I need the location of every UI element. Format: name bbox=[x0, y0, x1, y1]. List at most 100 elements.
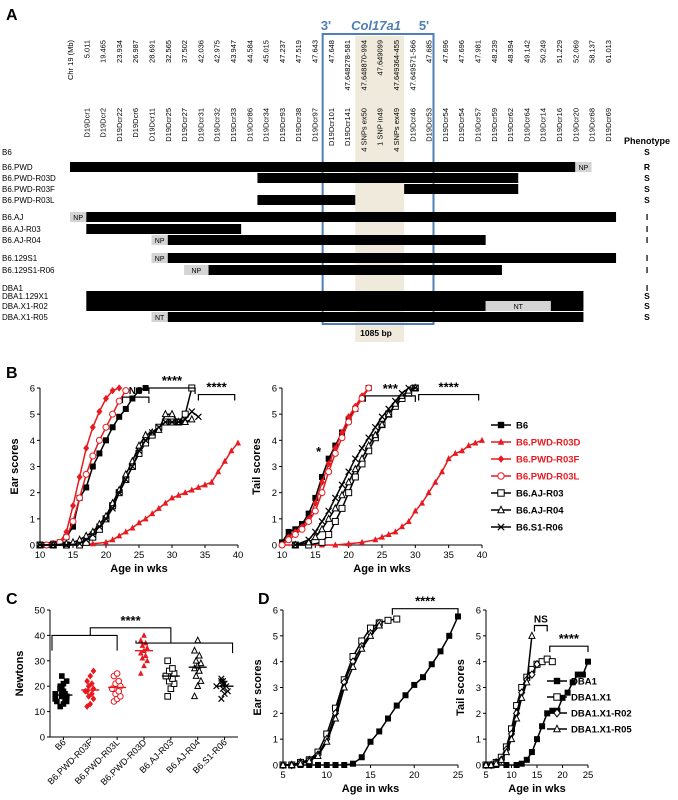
data-point bbox=[278, 541, 286, 549]
marker-mb-label: 47.981 bbox=[474, 40, 483, 63]
y-tick-label: 2 bbox=[30, 488, 35, 499]
haplotype-bar bbox=[257, 195, 356, 205]
marker-name-label: D19Dcr57 bbox=[474, 108, 483, 142]
data-point bbox=[350, 760, 356, 767]
strain-phenotype: S bbox=[644, 147, 650, 157]
data-point bbox=[83, 444, 90, 452]
data-point bbox=[287, 760, 296, 768]
haplotype-bar bbox=[167, 312, 584, 322]
data-point bbox=[149, 510, 156, 517]
significance-label: *** bbox=[383, 381, 399, 396]
significance-bracket bbox=[418, 393, 480, 401]
data-point bbox=[139, 654, 146, 661]
data-point bbox=[357, 644, 366, 652]
legend-label: DBA1.X1-R05 bbox=[571, 725, 632, 736]
data-point bbox=[188, 408, 196, 415]
significance-label: NS bbox=[534, 615, 548, 626]
y-tick-label: 4 bbox=[273, 657, 278, 668]
data-point bbox=[138, 649, 144, 656]
data-point bbox=[325, 468, 333, 476]
marker-mb-label: 47.648278-581 bbox=[343, 40, 352, 90]
data-point bbox=[57, 703, 64, 710]
data-point bbox=[168, 418, 176, 426]
data-point bbox=[487, 760, 495, 768]
x-tick-label: 10 bbox=[277, 550, 288, 561]
y-tick-label: 1 bbox=[476, 735, 481, 746]
data-point bbox=[452, 449, 459, 456]
x-tick-label: 35 bbox=[200, 550, 211, 561]
np-segment bbox=[575, 162, 592, 172]
data-point bbox=[95, 436, 103, 444]
data-point bbox=[393, 615, 401, 623]
marker-labels: Chr 19 (Mb) 5.011 D19Dcr1 19.465 D19Dcr2 23.9… bbox=[66, 40, 613, 152]
strain-label: DBA.X1-R05 bbox=[2, 313, 48, 322]
data-point bbox=[579, 671, 586, 678]
data-point bbox=[148, 429, 156, 436]
data-point bbox=[331, 449, 339, 457]
data-point bbox=[425, 489, 432, 496]
marker-name-label: 1 SNP in49 bbox=[376, 108, 385, 146]
data-point bbox=[36, 541, 44, 549]
marker-mb-label: 58.137 bbox=[588, 40, 597, 63]
strain-label: B6.AJ-R04 bbox=[2, 236, 41, 245]
data-point bbox=[63, 678, 70, 684]
data-point bbox=[192, 656, 200, 664]
data-point bbox=[89, 452, 97, 460]
data-point bbox=[168, 409, 176, 418]
marker-mb-label: 47.237 bbox=[278, 40, 287, 63]
data-point bbox=[340, 682, 349, 691]
marker-mb-label: 37.502 bbox=[180, 40, 189, 63]
data-point bbox=[358, 394, 366, 402]
marker-name-label: D19Dcr68 bbox=[588, 108, 597, 142]
data-point bbox=[109, 387, 116, 395]
x-tick-label: 40 bbox=[233, 550, 244, 561]
marker-mb-label: 47.696 bbox=[457, 40, 466, 63]
y-tick-label: 2 bbox=[273, 709, 278, 720]
data-point bbox=[345, 468, 353, 476]
y-tick-label: 0 bbox=[40, 733, 45, 744]
data-point bbox=[359, 538, 365, 545]
data-point bbox=[129, 524, 136, 531]
np-segment bbox=[184, 265, 209, 275]
marker-mb-label: Chr 19 (Mb) bbox=[66, 40, 75, 81]
data-point bbox=[338, 490, 346, 499]
strain-label: B6.PWD bbox=[2, 163, 33, 172]
strain-label: B6.PWD-R03L bbox=[2, 196, 55, 205]
legend-label: B6.S1-R06 bbox=[516, 523, 563, 534]
y-tick-label: 6 bbox=[30, 384, 35, 395]
x-tick-label: 15 bbox=[310, 550, 321, 561]
y-tick-label: 5 bbox=[273, 631, 278, 642]
series-B6.AJ-R04 bbox=[36, 409, 196, 548]
data-point bbox=[319, 478, 325, 486]
data-point bbox=[187, 414, 196, 423]
data-point bbox=[139, 642, 146, 648]
marker-name-label: D19Dcr32 bbox=[213, 108, 222, 142]
data-point bbox=[319, 473, 325, 480]
data-point bbox=[164, 657, 171, 665]
series-DBA1.X1-R05 bbox=[482, 631, 536, 768]
y-tick-label: 20 bbox=[34, 682, 45, 693]
legend-label: B6.AJ-R03 bbox=[516, 489, 564, 500]
data-point bbox=[517, 693, 526, 701]
haplotype-bar bbox=[167, 253, 617, 263]
data-point bbox=[522, 677, 531, 686]
data-point bbox=[399, 523, 405, 530]
np-label: NP bbox=[155, 238, 165, 245]
data-point bbox=[432, 478, 439, 485]
data-point bbox=[405, 517, 412, 524]
marker-name-label: D19Dcr34 bbox=[262, 108, 271, 142]
marker-name-label: D19Dcr11 bbox=[148, 108, 157, 141]
marker-mb-label: 47.519 bbox=[294, 40, 303, 63]
data-point bbox=[190, 691, 199, 700]
data-point bbox=[497, 438, 505, 445]
data-point bbox=[49, 541, 57, 549]
data-point bbox=[96, 450, 103, 457]
marker-name-label: D19Dcr64 bbox=[522, 108, 531, 142]
strain-label: DBA1.129X1 bbox=[2, 292, 49, 301]
y-tick-label: 30 bbox=[34, 656, 45, 667]
x-tick-label: 25 bbox=[583, 770, 594, 781]
data-point bbox=[378, 413, 386, 421]
data-point bbox=[83, 484, 90, 491]
x-axis-label: Age in wks bbox=[342, 783, 399, 795]
data-point bbox=[135, 440, 143, 449]
